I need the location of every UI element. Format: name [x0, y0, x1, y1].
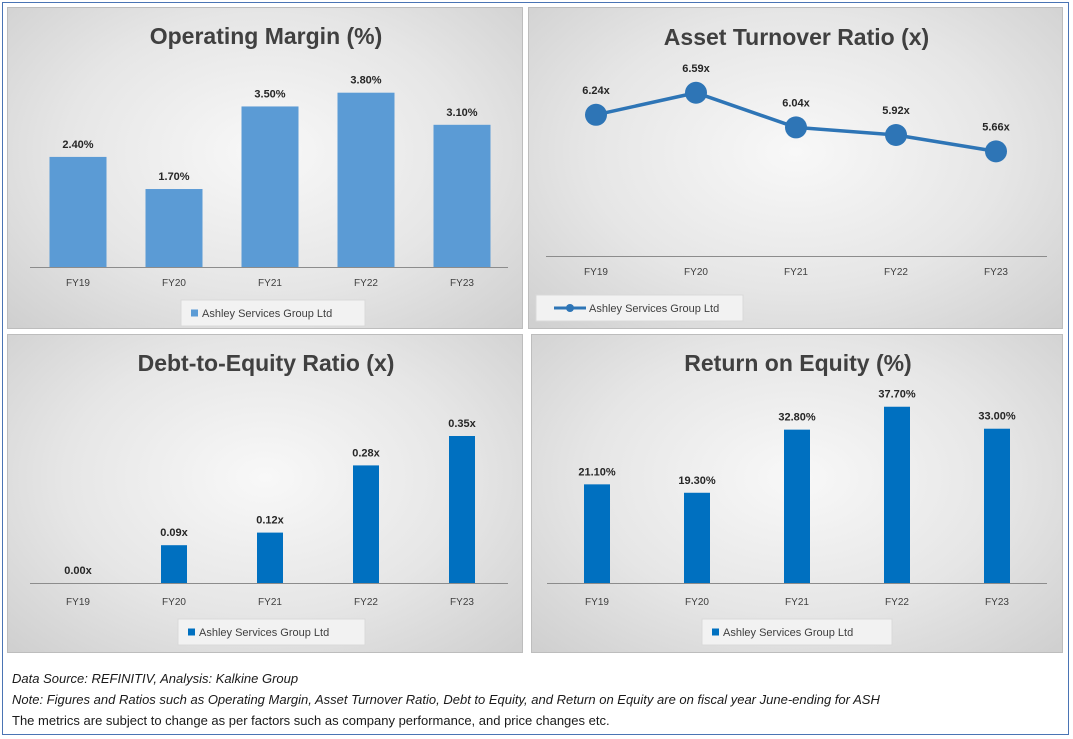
return-on-equity-bar-FY20: [684, 492, 710, 583]
operating-margin-data-label-FY23: 3.10%: [446, 107, 477, 119]
operating-margin-tick-FY19: FY19: [66, 278, 90, 289]
asset-turnover-data-label-FY19: 6.24x: [582, 85, 610, 97]
return-on-equity-tick-FY20: FY20: [685, 597, 709, 608]
asset-turnover-point-FY22: [885, 123, 907, 146]
asset-turnover-data-label-FY23: 5.66x: [982, 121, 1010, 133]
debt-to-equity-data-label-FY20: 0.09x: [160, 527, 188, 539]
return-on-equity-bar-FY21: [784, 429, 810, 583]
asset-turnover-tick-FY20: FY20: [684, 267, 708, 278]
asset-turnover-tick-FY21: FY21: [784, 267, 808, 278]
asset-turnover-data-label-FY21: 6.04x: [782, 97, 810, 109]
operating-margin-panel: Operating Margin (%) 2.40% 1.70% 3.50% 3.80%…: [7, 7, 523, 329]
return-on-equity-bar-FY19: [584, 484, 610, 583]
asset-turnover-chart: Asset Turnover Ratio (x) 6.24x 6.59x 6.04x 5…: [535, 24, 1047, 322]
asset-turnover-legend-label: Ashley Services Group Ltd: [589, 303, 719, 315]
return-on-equity-data-label-FY19: 21.10%: [578, 466, 616, 478]
return-on-equity-data-label-FY22: 37.70%: [878, 389, 916, 401]
return-on-equity-bar-FY23: [984, 428, 1010, 583]
asset-turnover-point-FY19: [585, 103, 607, 126]
return-on-equity-legend-swatch: [712, 628, 719, 636]
operating-margin-data-label-FY21: 3.50%: [254, 88, 285, 100]
asset-turnover-panel: Asset Turnover Ratio (x) 6.24x 6.59x 6.04x 5…: [528, 7, 1063, 329]
operating-margin-title: Operating Margin (%): [150, 23, 383, 49]
operating-margin-tick-FY23: FY23: [450, 278, 474, 289]
return-on-equity-tick-FY19: FY19: [585, 597, 609, 608]
asset-turnover-tick-FY23: FY23: [984, 267, 1008, 278]
operating-margin-chart: Operating Margin (%) 2.40% 1.70% 3.50% 3.80%…: [30, 23, 508, 327]
disclaimer-text: The metrics are subject to change as per…: [12, 713, 610, 728]
return-on-equity-data-label-FY21: 32.80%: [778, 412, 816, 424]
return-on-equity-chart: Return on Equity (%) 21.10% 19.30% 32.80% 37…: [547, 350, 1047, 646]
operating-margin-bar-FY23: [433, 124, 491, 267]
debt-to-equity-bar-FY23: [449, 436, 475, 583]
operating-margin-bar-FY20: [145, 189, 203, 267]
debt-to-equity-tick-FY22: FY22: [354, 597, 378, 608]
return-on-equity-data-label-FY23: 33.00%: [978, 411, 1016, 423]
operating-margin-bar-FY21: [241, 106, 299, 268]
operating-margin-data-label-FY19: 2.40%: [62, 139, 93, 151]
operating-margin-bar-FY22: [337, 92, 395, 268]
asset-turnover-title: Asset Turnover Ratio (x): [664, 24, 929, 50]
operating-margin-legend-box: [180, 299, 366, 327]
debt-to-equity-tick-FY19: FY19: [66, 597, 90, 608]
return-on-equity-panel: Return on Equity (%) 21.10% 19.30% 32.80% 37…: [531, 334, 1063, 653]
debt-to-equity-chart: Debt-to-Equity Ratio (x) 0.00x 0.09x 0.12x 0…: [30, 350, 508, 646]
operating-margin-tick-FY22: FY22: [354, 278, 378, 289]
debt-to-equity-title: Debt-to-Equity Ratio (x): [138, 350, 395, 376]
operating-margin-data-label-FY22: 3.80%: [350, 75, 381, 87]
operating-margin-legend-swatch: [191, 309, 198, 317]
debt-to-equity-data-label-FY22: 0.28x: [352, 447, 380, 459]
return-on-equity-tick-FY21: FY21: [785, 597, 809, 608]
return-on-equity-bar-FY22: [884, 406, 910, 583]
return-on-equity-tick-FY22: FY22: [885, 597, 909, 608]
asset-turnover-tick-FY19: FY19: [584, 267, 608, 278]
debt-to-equity-legend-label: Ashley Services Group Ltd: [199, 627, 329, 639]
data-source-text: Data Source: REFINITIV, Analysis: Kalkin…: [12, 671, 299, 686]
debt-to-equity-data-label-FY23: 0.35x: [448, 418, 476, 430]
operating-margin-tick-FY20: FY20: [162, 278, 186, 289]
operating-margin-data-label-FY20: 1.70%: [158, 171, 189, 183]
debt-to-equity-tick-FY21: FY21: [258, 597, 282, 608]
debt-to-equity-bar-FY22: [353, 465, 379, 583]
operating-margin-legend-label: Ashley Services Group Ltd: [202, 308, 332, 320]
return-on-equity-legend-label: Ashley Services Group Ltd: [723, 627, 853, 639]
debt-to-equity-data-label-FY19: 0.00x: [64, 565, 92, 577]
asset-turnover-point-FY23: [985, 140, 1007, 163]
return-on-equity-tick-FY23: FY23: [985, 597, 1009, 608]
asset-turnover-legend-marker: [566, 304, 574, 312]
debt-to-equity-tick-FY20: FY20: [162, 597, 186, 608]
debt-to-equity-tick-FY23: FY23: [450, 597, 474, 608]
asset-turnover-point-FY20: [685, 81, 707, 104]
asset-turnover-tick-FY22: FY22: [884, 267, 908, 278]
asset-turnover-point-FY21: [785, 116, 807, 139]
return-on-equity-title: Return on Equity (%): [684, 350, 911, 376]
debt-to-equity-legend-swatch: [188, 628, 195, 636]
note-text: Note: Figures and Ratios such as Operati…: [12, 692, 880, 707]
asset-turnover-data-label-FY22: 5.92x: [882, 105, 910, 117]
return-on-equity-legend-box: [701, 618, 893, 646]
debt-to-equity-panel: Debt-to-Equity Ratio (x) 0.00x 0.09x 0.12x 0…: [7, 334, 523, 653]
debt-to-equity-legend-box: [177, 618, 366, 646]
operating-margin-tick-FY21: FY21: [258, 278, 282, 289]
debt-to-equity-data-label-FY21: 0.12x: [256, 515, 284, 527]
debt-to-equity-bar-FY21: [257, 532, 283, 583]
asset-turnover-data-label-FY20: 6.59x: [682, 63, 710, 75]
debt-to-equity-bar-FY20: [161, 545, 187, 583]
operating-margin-bar-FY19: [49, 156, 107, 267]
return-on-equity-data-label-FY20: 19.30%: [678, 475, 716, 487]
footer-notes: Data Source: REFINITIV, Analysis: Kalkin…: [12, 668, 1062, 731]
